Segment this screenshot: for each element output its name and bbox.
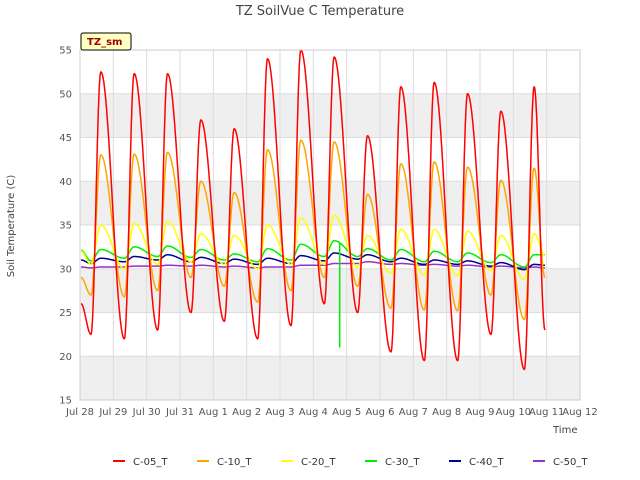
series-line-c-20-t: [80, 214, 546, 281]
x-tick-label: Aug 10: [496, 407, 531, 418]
grid-band: [80, 268, 580, 313]
x-tick-label: Aug 1: [199, 407, 228, 418]
legend: C-05_T C-10_T C-20_T C-30_T C-40_T C-50_T: [113, 457, 588, 468]
x-tick-label: Aug 6: [365, 407, 394, 418]
series-line-c-05-t: [80, 49, 546, 371]
y-tick-label: 30: [59, 264, 72, 275]
legend-label: C-30_T: [385, 457, 420, 468]
legend-label: C-50_T: [553, 457, 588, 468]
x-tick-label: Aug 9: [465, 407, 494, 418]
y-tick-label: 40: [59, 177, 72, 188]
x-tick-label: Aug 11: [529, 407, 564, 418]
series-line-c-30-t: [80, 240, 546, 348]
y-tick-label: 15: [59, 396, 72, 407]
legend-label: C-05_T: [133, 457, 168, 468]
plot-frame: [79, 49, 581, 401]
x-axis-title: Time: [552, 425, 577, 436]
badge-label: TZ_sm: [87, 37, 122, 48]
x-tick-label: Jul 29: [98, 407, 127, 418]
x-tick-label: Aug 3: [265, 407, 294, 418]
x-tick-label: Aug 4: [299, 407, 328, 418]
x-tick-label: Aug 2: [232, 407, 261, 418]
y-tick-label: 50: [59, 89, 72, 100]
x-tick-label: Aug 8: [432, 407, 461, 418]
y-tick-label: 20: [59, 352, 72, 363]
y-tick-label: 25: [59, 308, 72, 319]
x-tick-label: Jul 28: [65, 407, 94, 418]
y-axis-title: Soil Temperature (C): [6, 175, 17, 278]
x-tick-label: Aug 12: [562, 407, 597, 418]
grid-band: [80, 356, 580, 400]
legend-label: C-40_T: [469, 457, 504, 468]
x-tick-label: Jul 31: [165, 407, 194, 418]
series-line-c-50-t: [80, 261, 546, 269]
chart-title: TZ SoilVue C Temperature: [235, 4, 404, 19]
x-tick-label: Jul 30: [132, 407, 161, 418]
series-line-c-10-t: [80, 139, 546, 321]
legend-label: C-10_T: [217, 457, 252, 468]
series-layer: [80, 49, 546, 371]
legend-label: C-20_T: [301, 457, 336, 468]
series-line-c-40-t: [80, 252, 546, 271]
badge: TZ_sm: [80, 32, 132, 51]
x-tick-label: Aug 5: [332, 407, 361, 418]
y-tick-label: 55: [59, 46, 72, 57]
axes: 15 20 25 30 35 40 45 50 55 Jul 28 Jul 29 Jul 30 Jul …: [59, 46, 597, 419]
y-tick-label: 35: [59, 221, 72, 232]
x-tick-label: Aug 7: [399, 407, 428, 418]
y-tick-label: 45: [59, 133, 72, 144]
